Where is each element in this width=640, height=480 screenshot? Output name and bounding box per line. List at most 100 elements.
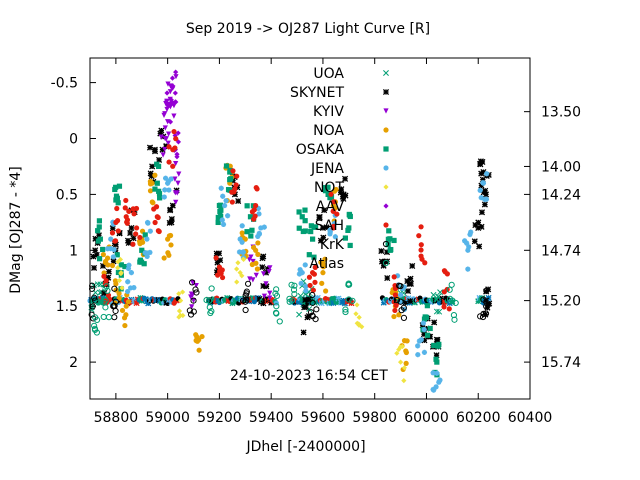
data-point bbox=[100, 313, 107, 321]
data-point bbox=[111, 285, 118, 292]
legend-marker-glyph bbox=[383, 70, 389, 76]
data-point bbox=[480, 180, 486, 186]
data-point bbox=[123, 197, 129, 204]
data-point bbox=[244, 203, 250, 209]
data-point bbox=[261, 224, 267, 230]
data-point bbox=[239, 297, 247, 304]
data-point bbox=[219, 267, 225, 273]
data-point bbox=[331, 220, 337, 227]
data-point bbox=[91, 322, 98, 329]
data-point-glyph bbox=[433, 308, 440, 315]
data-point bbox=[90, 253, 97, 260]
y-axis: -0.5 0 0.5 1 1.5 2 bbox=[51, 76, 96, 371]
x-tick-label: 59600 bbox=[301, 410, 346, 426]
data-point bbox=[167, 232, 174, 239]
data-point bbox=[353, 311, 359, 317]
data-point bbox=[434, 370, 440, 376]
data-point bbox=[220, 193, 226, 199]
data-point bbox=[340, 195, 347, 202]
data-point bbox=[126, 262, 132, 268]
data-point bbox=[111, 314, 118, 321]
data-point bbox=[235, 260, 241, 266]
data-point bbox=[342, 192, 349, 199]
data-point bbox=[116, 290, 122, 297]
data-point bbox=[261, 293, 268, 299]
data-point bbox=[92, 235, 99, 242]
x-tick-label: 60200 bbox=[456, 410, 501, 426]
data-point bbox=[173, 74, 179, 80]
data-point bbox=[471, 238, 478, 245]
data-point bbox=[262, 269, 270, 276]
data-point bbox=[420, 331, 428, 338]
data-point-glyph bbox=[436, 308, 443, 315]
legend-marker bbox=[383, 127, 389, 133]
data-point bbox=[102, 304, 109, 311]
data-point bbox=[406, 280, 413, 288]
legend-label: AAV bbox=[316, 199, 345, 215]
data-point bbox=[112, 307, 119, 315]
data-point bbox=[483, 303, 490, 310]
data-point bbox=[127, 229, 134, 237]
data-point bbox=[332, 234, 338, 240]
data-point-glyph bbox=[430, 291, 437, 298]
data-point bbox=[124, 237, 132, 244]
data-point bbox=[133, 225, 140, 231]
data-point bbox=[267, 295, 273, 301]
data-point bbox=[131, 285, 137, 291]
band-point bbox=[211, 295, 218, 303]
data-point bbox=[128, 270, 135, 276]
data-point bbox=[397, 359, 404, 365]
data-point bbox=[418, 224, 424, 230]
data-point bbox=[115, 265, 121, 271]
data-point bbox=[234, 184, 241, 191]
data-point bbox=[188, 294, 194, 300]
data-point bbox=[218, 213, 224, 220]
data-point bbox=[105, 268, 112, 275]
data-point bbox=[403, 349, 410, 356]
data-point bbox=[255, 233, 261, 240]
data-point bbox=[472, 222, 479, 229]
data-point bbox=[312, 279, 318, 285]
data-point bbox=[126, 208, 132, 214]
data-point bbox=[303, 283, 309, 289]
legend-marker bbox=[383, 108, 389, 114]
band-point bbox=[99, 294, 107, 301]
data-point bbox=[167, 119, 174, 125]
data-point bbox=[435, 293, 442, 300]
data-point bbox=[302, 218, 308, 224]
data-point bbox=[164, 106, 170, 113]
data-point bbox=[319, 224, 327, 232]
data-point bbox=[215, 250, 223, 257]
data-point bbox=[327, 227, 333, 233]
legend-marker bbox=[383, 146, 389, 152]
data-point bbox=[483, 287, 490, 294]
legend-label: OSAKA bbox=[296, 142, 345, 158]
data-point bbox=[266, 268, 272, 275]
data-point bbox=[99, 262, 107, 270]
data-point bbox=[328, 191, 334, 197]
data-point bbox=[441, 304, 447, 310]
data-point bbox=[309, 299, 316, 306]
data-point bbox=[227, 177, 233, 183]
data-point bbox=[152, 186, 158, 192]
y-tick-label: 1.5 bbox=[56, 299, 78, 315]
data-point bbox=[157, 130, 164, 137]
y2-tick-label: 13.50 bbox=[541, 105, 581, 121]
data-point bbox=[172, 90, 178, 96]
data-point bbox=[166, 144, 172, 150]
data-point bbox=[481, 201, 488, 208]
data-point bbox=[170, 163, 176, 169]
data-point bbox=[128, 224, 135, 232]
data-point bbox=[108, 236, 114, 242]
data-point bbox=[396, 346, 402, 353]
legend-label: UOA bbox=[313, 66, 344, 82]
data-point bbox=[168, 176, 174, 182]
data-point bbox=[325, 184, 331, 190]
data-point bbox=[218, 185, 224, 191]
data-point bbox=[91, 294, 98, 301]
data-point bbox=[478, 223, 485, 230]
data-point bbox=[421, 316, 428, 322]
data-point bbox=[110, 258, 117, 265]
data-point bbox=[305, 313, 312, 320]
data-point bbox=[299, 214, 305, 220]
